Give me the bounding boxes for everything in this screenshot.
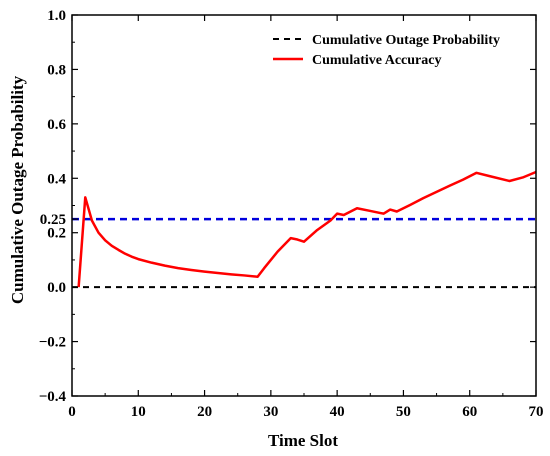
x-tick-label: 40 [330, 404, 345, 420]
y-tick-label-extra: 0.25 [40, 212, 66, 228]
series-line-cumulative-accuracy [77, 170, 537, 288]
y-tick-label: 0.8 [47, 62, 66, 78]
legend-label-cumulative-outage-probability: Cumulative Outage Probability [312, 33, 500, 48]
x-tick-label: 70 [529, 404, 544, 420]
axes-layer: 0 10 20 30 40 50 60 70 −0.4 −0.2 0.0 0.2 0.4 0.6 0.8 1.… [39, 8, 544, 420]
x-tick-label: 0 [68, 404, 76, 420]
y-tick-label: 0.2 [47, 226, 66, 242]
plot-layer [72, 170, 537, 289]
plot-frame [71, 14, 537, 397]
y-tick-label: 0.6 [47, 117, 66, 133]
x-tick-label: 50 [396, 404, 411, 420]
y-tick-label: 0.4 [47, 171, 66, 187]
x-tick-label: 30 [263, 404, 278, 420]
x-tick-label: 10 [131, 404, 146, 420]
legend: Cumulative Outage Probability Cumulative … [273, 33, 500, 68]
y-axis-title: Cumulative Outage Probability [8, 75, 27, 304]
x-axis-title: Time Slot [268, 431, 338, 450]
y-tick-label: −0.4 [39, 389, 67, 405]
y-tick-label: −0.2 [39, 335, 66, 351]
x-tick-label: 20 [197, 404, 212, 420]
y-tick-label: 0.0 [47, 280, 66, 296]
y-tick-label: 1.0 [47, 8, 66, 24]
legend-label-cumulative-accuracy: Cumulative Accuracy [312, 53, 441, 68]
x-tick-label: 60 [462, 404, 477, 420]
